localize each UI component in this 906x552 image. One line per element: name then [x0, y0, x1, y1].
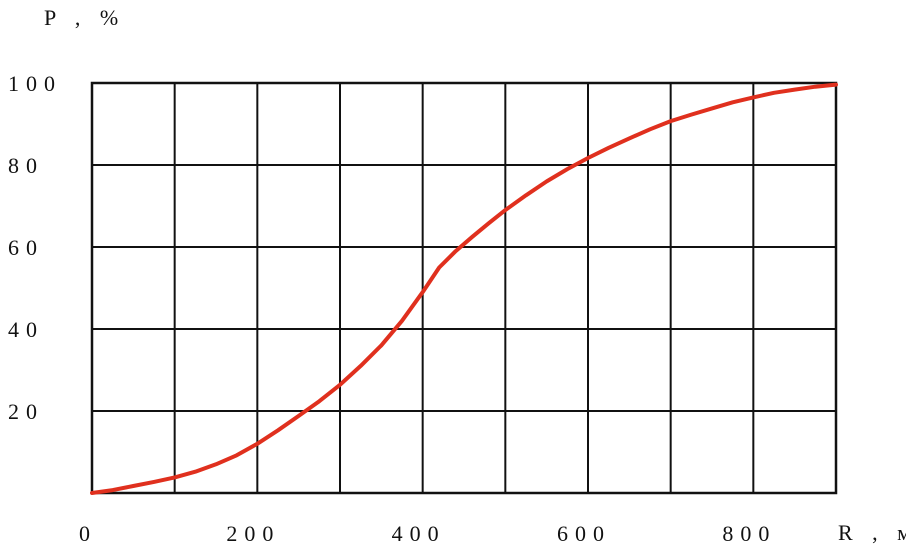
y-tick-labels: 20 40 60 80 100 — [8, 71, 62, 424]
y-tick-label: 100 — [8, 71, 62, 96]
x-tick-label: 200 — [226, 521, 280, 546]
y-tick-label: 40 — [8, 317, 44, 342]
x-tick-labels: 0 200 400 600 800 — [79, 521, 776, 546]
y-tick-label: 80 — [8, 153, 44, 178]
grid — [92, 83, 836, 493]
y-axis-label: P , % — [44, 5, 125, 30]
x-tick-label: 0 — [79, 521, 97, 546]
y-tick-label: 20 — [8, 399, 44, 424]
x-tick-label: 600 — [557, 521, 611, 546]
x-tick-label: 800 — [722, 521, 776, 546]
x-tick-label: 400 — [392, 521, 446, 546]
y-tick-label: 60 — [8, 235, 44, 260]
series-line — [90, 82, 838, 495]
plot-frame — [90, 81, 838, 495]
x-axis-label: R , м — [838, 520, 906, 545]
series — [90, 82, 838, 495]
